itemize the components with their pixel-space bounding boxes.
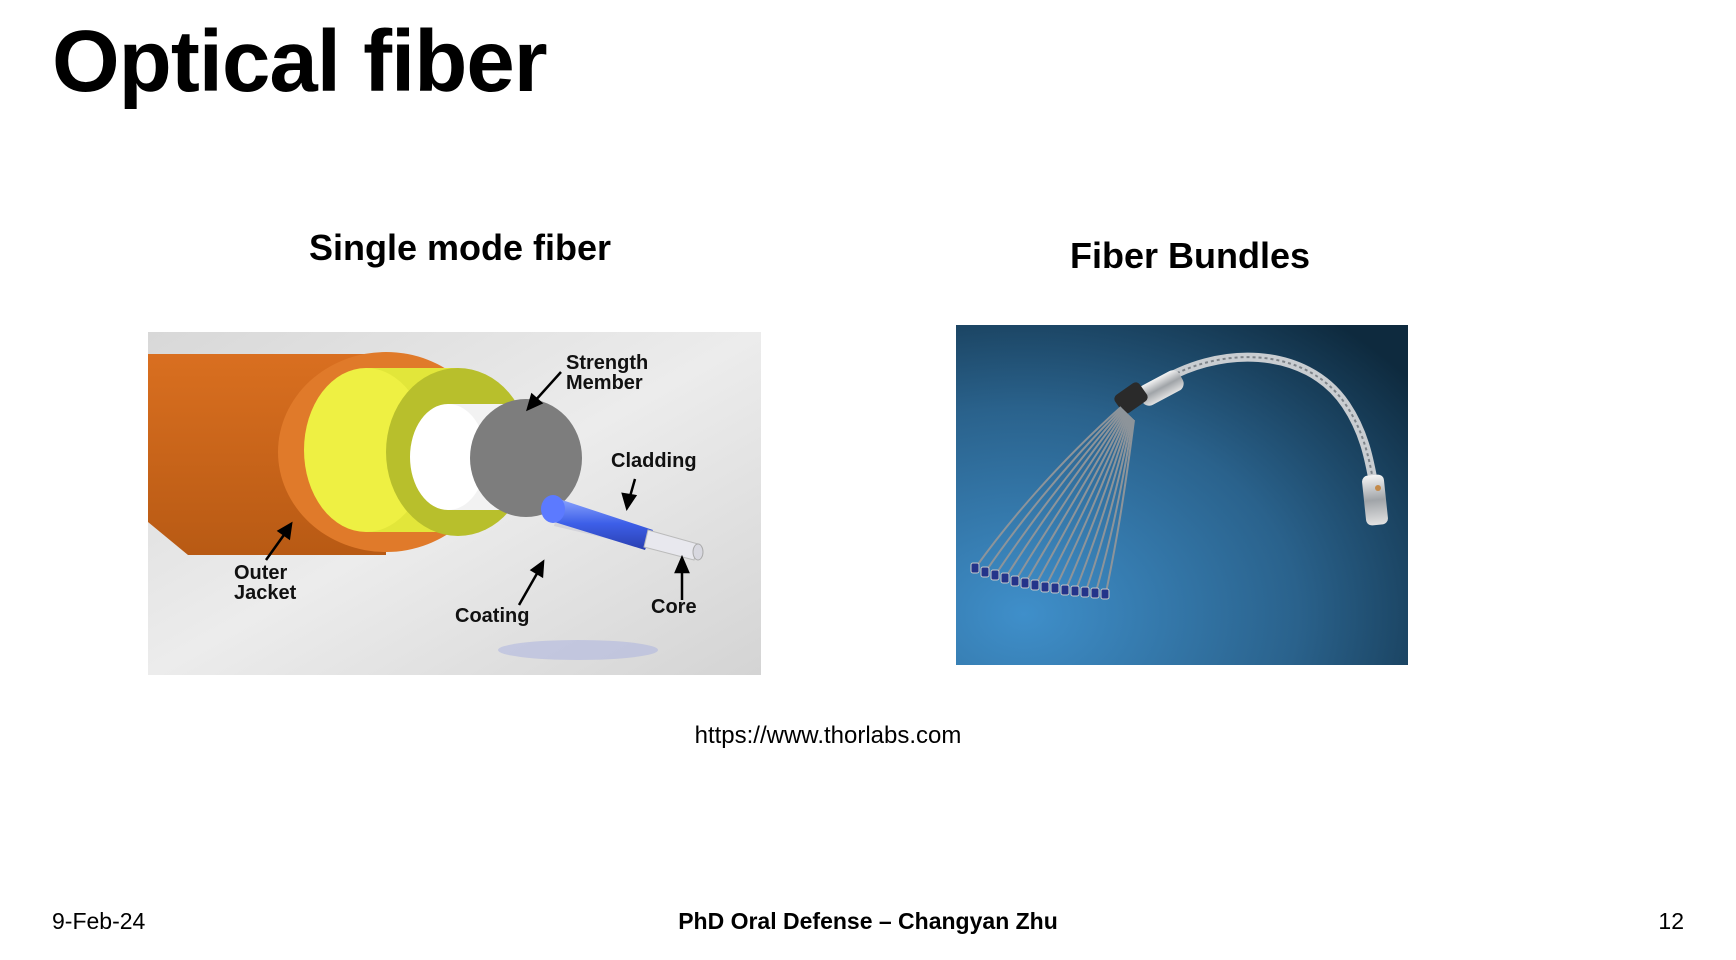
cladding-tip [643, 529, 699, 561]
fan-out-fibers [975, 406, 1135, 594]
breakout-sleeve [1138, 370, 1184, 406]
round-connector [1362, 474, 1388, 526]
strength-member-label-line1: Strength [566, 352, 648, 374]
outer-jacket-label-line2: Jacket [234, 582, 297, 604]
strength-member-label-line2: Member [566, 372, 643, 394]
fiber-cross-section-image: Strength Member Cladding Outer Jacket Co… [148, 332, 761, 675]
core-segment [548, 497, 653, 550]
fiber-bundles-caption: Fiber Bundles [1069, 235, 1311, 276]
cladding-label: Cladding [611, 450, 697, 472]
coating-label: Coating [455, 605, 529, 627]
single-mode-fiber-caption: Single mode fiber [308, 227, 612, 268]
outer-jacket-label-line1: Outer [234, 562, 288, 584]
fiber-diagram: Strength Member Cladding Outer Jacket Co… [148, 332, 761, 675]
core-label: Core [651, 596, 697, 618]
footer-presentation-title: PhD Oral Defense – Changyan Zhu [678, 908, 1058, 934]
slide-number: 12 [1658, 908, 1684, 934]
coating-end [470, 399, 582, 517]
fiber-tips [970, 562, 1110, 600]
fiber-bundle-photo [956, 325, 1408, 665]
fiber-bundle-illustration [956, 325, 1408, 665]
source-link[interactable]: https://www.thorlabs.com [694, 722, 962, 749]
footer-date: 9-Feb-24 [52, 908, 146, 934]
slide-title: Optical fiber [52, 13, 548, 110]
